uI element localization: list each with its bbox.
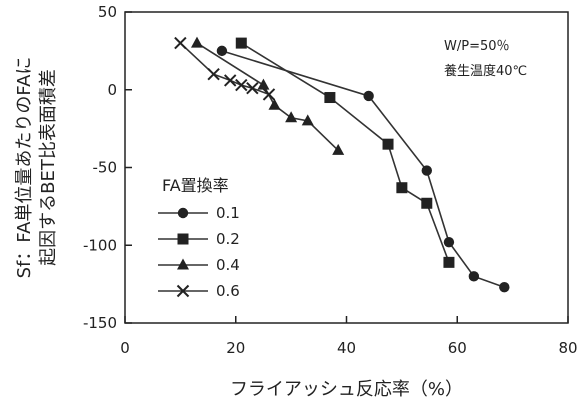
axis-ticks: 0 20 40 60 80 50 0 -50 -100 -150	[83, 3, 578, 357]
data-point-square	[396, 182, 408, 194]
data-point-x	[246, 81, 259, 95]
annotation-temperature: 養生温度40℃	[444, 63, 527, 79]
plot-frame	[124, 11, 569, 324]
x-tick-label: 40	[337, 339, 356, 357]
legend: FA置換率 0.1 0.2 0.4 0.6	[158, 176, 240, 300]
legend-item: 0.2	[158, 230, 240, 248]
y-axis-label-line-2: 起因するBET比表面積差	[38, 69, 59, 266]
data-point-x	[174, 36, 187, 50]
series-0-4	[190, 36, 345, 155]
data-point-circle	[177, 207, 189, 219]
data-point-circle	[421, 165, 432, 176]
y-tick-label: -150	[83, 314, 117, 332]
data-point-x-stroke	[174, 36, 187, 50]
data-point-triangle	[285, 111, 298, 123]
legend-label: 0.4	[216, 256, 240, 274]
series-line	[240, 42, 450, 263]
data-point-triangle	[268, 98, 281, 110]
data-point-triangle	[177, 258, 189, 270]
legend-item: 0.6	[158, 282, 240, 300]
data-point-square	[443, 256, 455, 268]
data-point-circle	[499, 282, 510, 293]
y-tick-label: 50	[98, 3, 117, 21]
series-0-2	[235, 37, 455, 268]
y-tick-label: -50	[93, 159, 118, 177]
legend-label: 0.1	[216, 204, 240, 222]
data-point-triangle	[257, 78, 270, 90]
legend-label: 0.6	[216, 282, 240, 300]
data-point-x	[235, 78, 248, 92]
series-line	[221, 50, 505, 288]
data-point-x	[224, 74, 237, 87]
data-point-triangle	[190, 36, 203, 48]
data-point-x-stroke	[262, 88, 276, 101]
y-axis-label-line-1: Sf：FA単位量あたりのFAに	[14, 57, 35, 279]
data-point-x-stroke	[207, 67, 220, 81]
series-line	[196, 42, 339, 151]
data-point-x	[176, 284, 190, 298]
legend-title: FA置換率	[162, 176, 229, 195]
data-point-square	[324, 92, 336, 104]
y-axis-label: Sf：FA単位量あたりのFAに 起因するBET比表面積差	[14, 57, 59, 279]
x-tick-label: 20	[226, 339, 245, 357]
legend-label: 0.2	[216, 230, 240, 248]
data-point-square	[177, 233, 189, 245]
x-tick-label: 0	[120, 339, 130, 357]
data-point-square	[382, 138, 394, 150]
y-tick-label: 0	[107, 81, 117, 99]
data-point-square	[421, 197, 433, 209]
data-point-x	[262, 88, 276, 101]
data-point-x-stroke	[176, 284, 190, 298]
data-point-x-stroke	[224, 74, 237, 87]
data-point-circle	[216, 45, 228, 57]
data-point-circle	[468, 271, 480, 282]
data-point-triangle	[332, 143, 345, 155]
series-0-1	[216, 45, 510, 293]
data-point-x-stroke	[246, 81, 259, 95]
data-point-x-stroke	[235, 78, 248, 92]
legend-item: 0.1	[158, 204, 240, 222]
data-point-x	[207, 67, 220, 81]
data-point-triangle	[301, 114, 314, 126]
y-tick-label: -100	[83, 236, 117, 254]
data-point-circle	[443, 236, 455, 248]
series-layer	[174, 36, 510, 293]
x-tick-label: 60	[448, 339, 467, 357]
data-point-circle	[363, 90, 374, 102]
legend-items: 0.1 0.2 0.4 0.6	[158, 204, 240, 300]
legend-item: 0.4	[158, 256, 240, 274]
series-0-6	[174, 36, 276, 101]
annotation-ratio: W/P=50％	[444, 39, 510, 54]
data-point-square	[235, 37, 247, 49]
x-axis-label: フライアッシュ反応率（%）	[230, 379, 463, 400]
x-tick-label: 80	[558, 339, 577, 357]
